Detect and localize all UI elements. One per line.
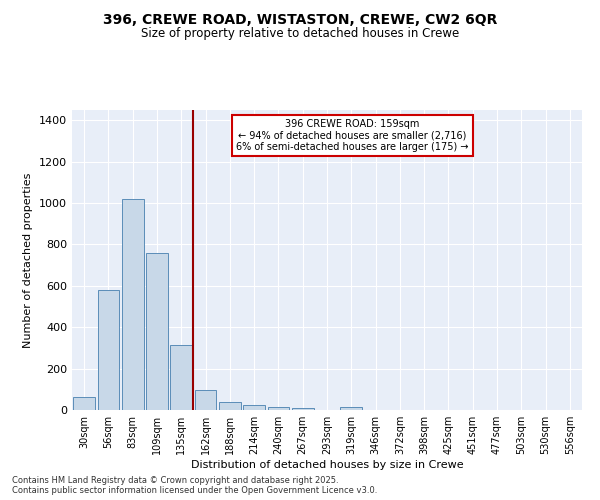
Bar bbox=[243, 405, 265, 410]
Bar bbox=[194, 390, 217, 410]
Text: 396 CREWE ROAD: 159sqm
← 94% of detached houses are smaller (2,716)
6% of semi-d: 396 CREWE ROAD: 159sqm ← 94% of detached… bbox=[236, 119, 469, 152]
Bar bbox=[73, 396, 95, 410]
X-axis label: Distribution of detached houses by size in Crewe: Distribution of detached houses by size … bbox=[191, 460, 463, 470]
Bar bbox=[146, 253, 168, 410]
Bar bbox=[340, 407, 362, 410]
Bar bbox=[268, 407, 289, 410]
Text: Contains HM Land Registry data © Crown copyright and database right 2025.
Contai: Contains HM Land Registry data © Crown c… bbox=[12, 476, 377, 495]
Bar bbox=[122, 199, 143, 410]
Bar bbox=[219, 402, 241, 410]
Bar bbox=[292, 408, 314, 410]
Bar bbox=[97, 290, 119, 410]
Text: Size of property relative to detached houses in Crewe: Size of property relative to detached ho… bbox=[141, 28, 459, 40]
Text: 396, CREWE ROAD, WISTASTON, CREWE, CW2 6QR: 396, CREWE ROAD, WISTASTON, CREWE, CW2 6… bbox=[103, 12, 497, 26]
Y-axis label: Number of detached properties: Number of detached properties bbox=[23, 172, 34, 348]
Bar bbox=[170, 345, 192, 410]
